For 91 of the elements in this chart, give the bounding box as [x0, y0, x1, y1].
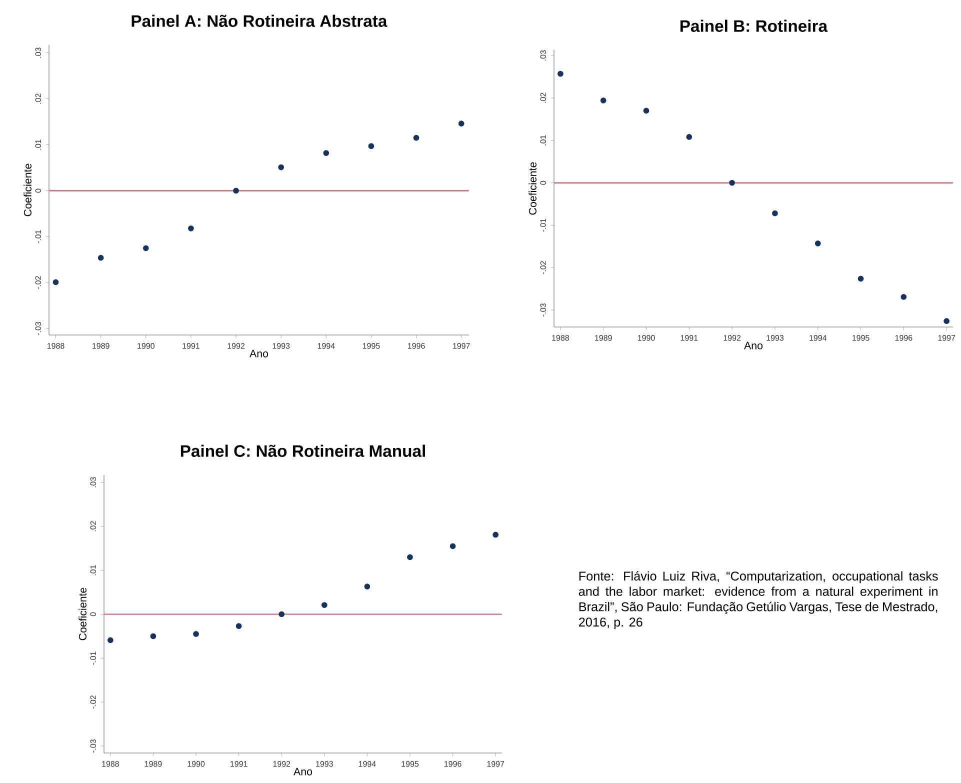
x-tick-label: 1990	[188, 761, 205, 767]
x-tick-label: 1995	[362, 343, 380, 349]
point	[814, 240, 821, 246]
y-tick-label: 0	[540, 180, 546, 185]
y-tick-label: -.03	[540, 303, 546, 317]
x-tick-label: 1995	[402, 761, 419, 767]
x-tick-label: 1989	[144, 761, 162, 767]
x-tick-label: 1993	[272, 343, 290, 349]
y-axis-title: Coeficiente	[78, 588, 86, 640]
y-tick-label: -.02	[35, 276, 41, 290]
x-tick-label: 1990	[138, 343, 154, 349]
y-tick-label: .01	[90, 565, 96, 576]
y-tick-label: -.01	[90, 652, 96, 665]
x-tick-label: 1994	[810, 335, 827, 341]
point	[558, 70, 564, 77]
point	[278, 611, 285, 618]
y-tick-label: -.02	[540, 261, 546, 274]
point	[364, 584, 370, 590]
point	[98, 254, 104, 261]
y-tick-label: .03	[90, 477, 96, 488]
y-axis-title: Coeficiente	[24, 164, 32, 216]
y-tick-label: -.02	[90, 696, 96, 709]
x-axis-title: Ano	[294, 768, 312, 776]
point	[772, 210, 778, 216]
point	[944, 318, 950, 324]
x-tick-label: 1988	[47, 343, 64, 349]
point	[233, 188, 239, 194]
x-tick-label: 1989	[92, 343, 110, 349]
x-tick-label: 1994	[318, 343, 335, 349]
chart-title: Painel C: Não Rotineira Manual	[180, 444, 425, 457]
x-tick-label: 1991	[182, 343, 200, 349]
y-tick-label: -.03	[90, 739, 96, 753]
point	[413, 134, 420, 141]
point	[107, 637, 114, 644]
y-tick-label: .03	[540, 50, 546, 60]
point	[52, 279, 59, 286]
chart-title: Painel B: Rotineira	[680, 20, 828, 32]
x-tick-label: 1994	[358, 761, 376, 767]
x-tick-label: 1996	[444, 761, 462, 767]
y-tick-label: .02	[35, 94, 41, 104]
point	[368, 143, 374, 150]
x-tick-label: 1988	[102, 761, 119, 767]
x-axis-title: Ano	[250, 350, 268, 358]
x-tick-label: 1997	[487, 761, 504, 767]
chart-title: Painel A: Não Rotineira Abstrata	[132, 14, 388, 27]
source-note: Fonte: Flávio Luiz Riva, “Computarization, occupational tasks and the labor market: evidence from a natural experiment in Brazil”, São Paulo: Fundação Getúlio Vargas, Tese de Mestrado, 2016, p. 26	[578, 571, 938, 630]
y-tick-label: -.03	[35, 322, 41, 336]
point	[236, 623, 242, 630]
point	[150, 633, 156, 640]
x-axis-title: Ano	[744, 342, 763, 350]
y-tick-label: 0	[35, 188, 41, 193]
x-tick-label: 1997	[938, 335, 956, 341]
point	[142, 245, 149, 252]
x-tick-label: 1992	[724, 335, 741, 341]
point	[407, 554, 413, 560]
y-tick-label: -.01	[540, 218, 546, 232]
point	[492, 532, 499, 538]
x-tick-label: 1992	[228, 343, 245, 349]
x-tick-label: 1991	[230, 761, 248, 767]
y-tick-label: 0	[90, 612, 96, 616]
point	[900, 294, 907, 300]
point	[600, 98, 606, 104]
x-tick-label: 1991	[680, 335, 698, 341]
point	[193, 631, 199, 637]
y-tick-label: .03	[35, 48, 41, 58]
point	[323, 150, 330, 156]
point	[450, 543, 456, 550]
point	[643, 108, 650, 114]
point	[188, 225, 194, 232]
y-tick-label: .02	[90, 521, 96, 532]
x-tick-label: 1993	[766, 335, 784, 341]
y-tick-label: .01	[35, 140, 41, 150]
y-axis-title: Coeficiente	[528, 162, 536, 215]
y-tick-label: .01	[540, 135, 546, 146]
x-tick-label: 1996	[895, 335, 912, 341]
point	[686, 134, 692, 140]
x-tick-label: 1992	[273, 761, 290, 767]
x-tick-label: 1995	[852, 335, 870, 341]
y-tick-label: -.01	[35, 230, 41, 244]
point	[321, 602, 328, 608]
point	[858, 276, 864, 282]
x-tick-label: 1997	[453, 343, 470, 349]
point	[729, 180, 735, 186]
x-tick-label: 1989	[595, 335, 612, 341]
x-tick-label: 1990	[638, 335, 655, 341]
point	[278, 164, 284, 170]
y-tick-label: .02	[540, 92, 546, 103]
x-tick-label: 1988	[552, 335, 569, 341]
point	[458, 120, 464, 127]
x-tick-label: 1996	[408, 343, 425, 349]
x-tick-label: 1993	[316, 761, 333, 767]
